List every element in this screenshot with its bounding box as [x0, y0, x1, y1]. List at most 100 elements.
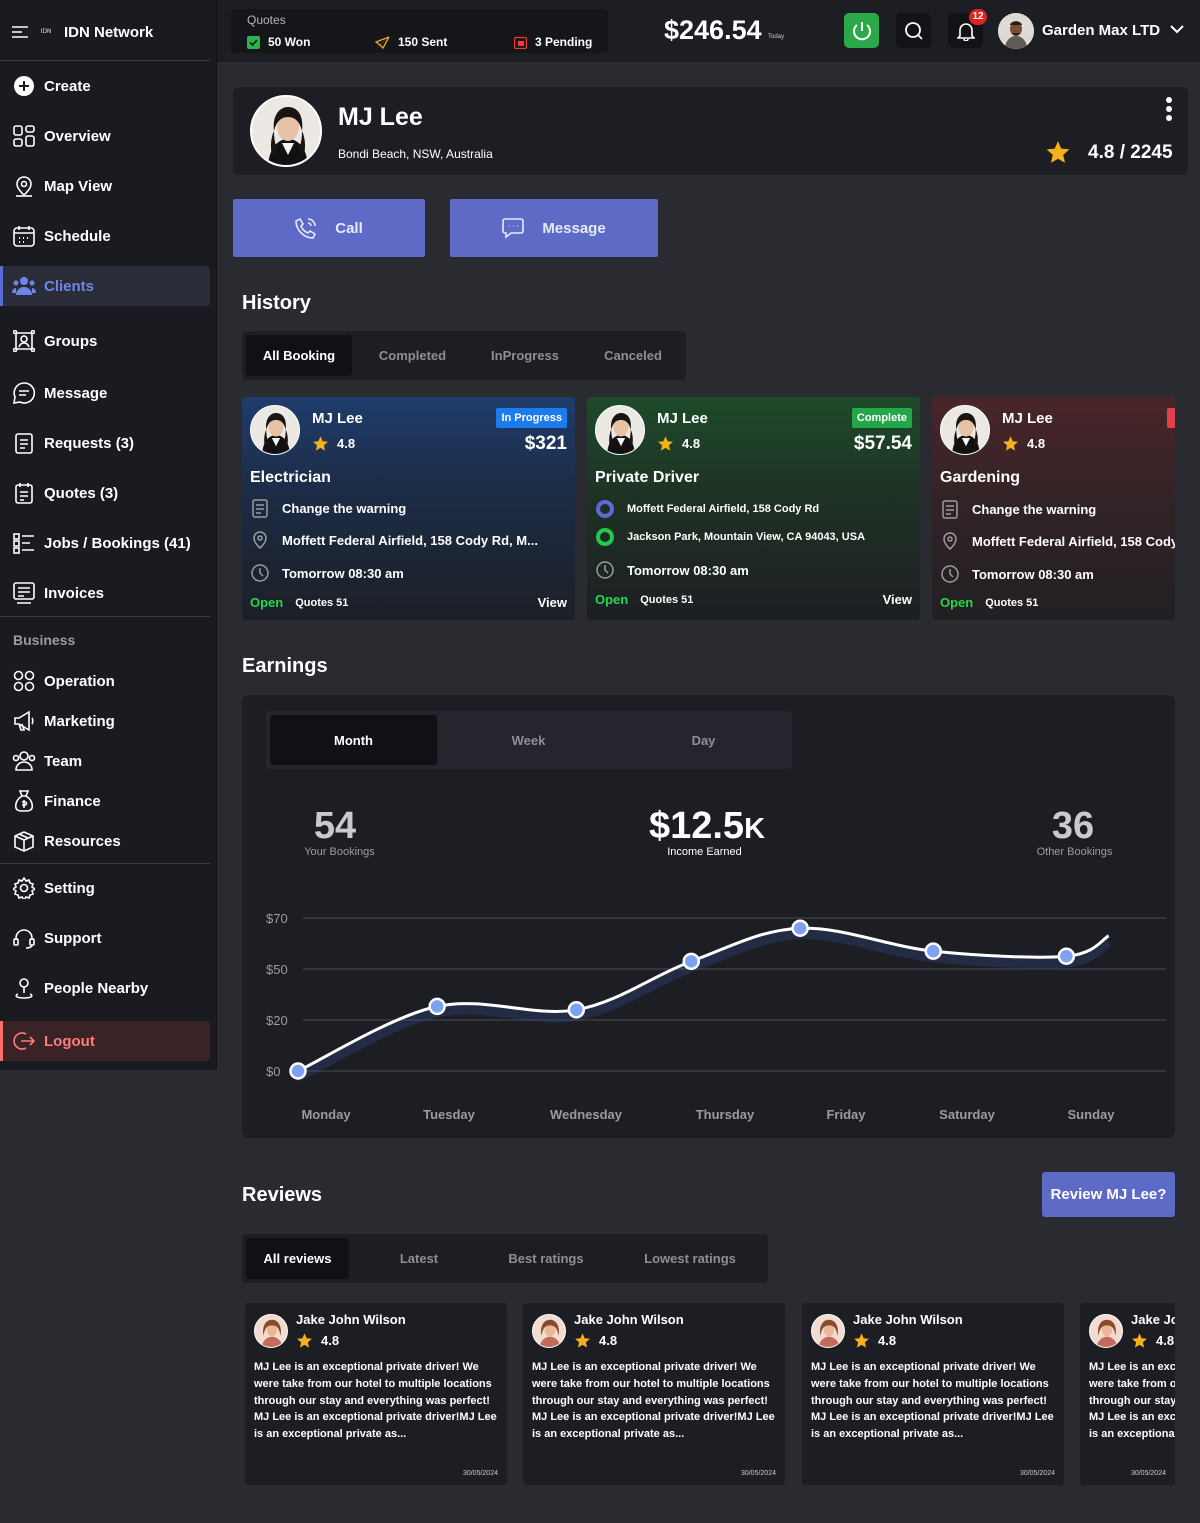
- x-tick-label: Thursday: [696, 1107, 755, 1122]
- booking-card[interactable]: MJ Lee 4.8 Complete $57.54 Private Drive…: [587, 397, 920, 620]
- sidebar-item-quotes[interactable]: Quotes (3): [0, 473, 210, 513]
- call-button[interactable]: Call: [233, 199, 425, 257]
- y-tick-label: $20: [266, 1013, 288, 1028]
- plus-circle-icon: [12, 74, 36, 98]
- rating-value: 4.8: [337, 436, 356, 451]
- map-pin-icon: [250, 530, 270, 550]
- message-label: Message: [542, 219, 606, 237]
- data-point: [791, 919, 809, 937]
- user-avatar[interactable]: [998, 13, 1034, 49]
- sidebar-item-create[interactable]: Create: [0, 66, 210, 106]
- list-icon: [12, 531, 36, 555]
- client-name: MJ Lee: [312, 410, 363, 427]
- review-card[interactable]: Jake John Wilson 4.8 MJ Lee is an except…: [1080, 1303, 1175, 1485]
- review-card[interactable]: Jake John Wilson 4.8 MJ Lee is an except…: [802, 1303, 1064, 1485]
- review-rating: 4.8: [296, 1332, 339, 1349]
- open-status: Open: [250, 595, 284, 610]
- sidebar-item-label: Schedule: [44, 227, 111, 245]
- client-avatar: [250, 405, 300, 455]
- rating-value: 4.8: [878, 1333, 897, 1348]
- x-tick-label: Sunday: [1068, 1107, 1116, 1122]
- invoice-icon: [12, 581, 36, 605]
- tab-canceled[interactable]: Canceled: [604, 348, 662, 363]
- sidebar-item-support[interactable]: Support: [0, 918, 210, 958]
- sidebar-item-groups[interactable]: Groups: [0, 321, 210, 361]
- tab-best-ratings[interactable]: Best ratings: [508, 1251, 584, 1266]
- tab-inprogress[interactable]: InProgress: [491, 348, 559, 363]
- service-name: Private Driver: [595, 469, 700, 486]
- power-button[interactable]: [844, 13, 879, 48]
- reviewer-avatar: [254, 1314, 288, 1348]
- y-tick-label: $50: [266, 962, 288, 977]
- rating-value: 4.8: [1027, 436, 1046, 451]
- review-card[interactable]: Jake John Wilson 4.8 MJ Lee is an except…: [523, 1303, 785, 1485]
- tab-month[interactable]: Month: [270, 715, 437, 765]
- sidebar-item-overview[interactable]: Overview: [0, 116, 210, 156]
- view-link[interactable]: View: [882, 592, 912, 607]
- sidebar-item-schedule[interactable]: Schedule: [0, 216, 210, 256]
- more-vertical-icon[interactable]: [1165, 96, 1173, 122]
- rating-value: 4.8: [599, 1333, 618, 1348]
- sidebar-item-map-view[interactable]: Map View: [0, 166, 210, 206]
- profile-rating: 4.8 / 2245: [1088, 142, 1173, 163]
- chevron-down-icon[interactable]: [1170, 24, 1184, 34]
- sidebar-item-invoices[interactable]: Invoices: [0, 573, 210, 613]
- gear-icon: [12, 876, 36, 900]
- history-tabs: All Booking Completed InProgress Cancele…: [242, 331, 686, 380]
- tab-week[interactable]: Week: [511, 732, 546, 748]
- today-label: Today: [768, 34, 785, 40]
- sidebar-item-jobs[interactable]: Jobs / Bookings (41): [0, 523, 210, 563]
- sidebar-item-clients[interactable]: Clients: [0, 266, 210, 306]
- sidebar-item-team[interactable]: Team: [0, 741, 210, 781]
- user-name[interactable]: Garden Max LTD: [1042, 22, 1161, 39]
- search-button[interactable]: [896, 13, 931, 48]
- status-badge: [1167, 408, 1175, 428]
- tab-lowest-ratings[interactable]: Lowest ratings: [644, 1251, 736, 1266]
- quotes-count: Quotes 51: [295, 596, 349, 609]
- open-status: Open: [940, 595, 974, 610]
- other-bookings-count: 36: [1051, 805, 1095, 847]
- sidebar-item-label: Invoices: [44, 584, 105, 602]
- map-pin-icon: [940, 531, 960, 551]
- menu-icon[interactable]: [12, 26, 28, 38]
- star-icon: [853, 1332, 870, 1349]
- sidebar-item-label: Resources: [44, 832, 121, 850]
- series-line: [297, 926, 1110, 1073]
- review-card[interactable]: Jake John Wilson 4.8 MJ Lee is an except…: [245, 1303, 507, 1485]
- reviewer-name: Jake John Wilson: [853, 1312, 963, 1327]
- quotes-pending[interactable]: 3 Pending: [514, 35, 592, 49]
- check-square-icon: [247, 35, 260, 49]
- y-tick-label: $0: [266, 1064, 280, 1079]
- sidebar-item-requests[interactable]: Requests (3): [0, 423, 210, 463]
- review-text: MJ Lee is an exceptional private driver!…: [254, 1361, 497, 1441]
- review-button[interactable]: Review MJ Lee?: [1042, 1172, 1175, 1217]
- reviewer-name: Jake John Wilson: [296, 1312, 406, 1327]
- divider: [0, 60, 210, 61]
- tab-all-reviews[interactable]: All reviews: [246, 1238, 349, 1279]
- tab-all-booking[interactable]: All Booking: [246, 335, 352, 376]
- quotes-won[interactable]: 50 Won: [247, 35, 310, 49]
- booking-detail: Moffett Federal Airfield, 158 Cody Rd: [940, 531, 1175, 551]
- sidebar-item-setting[interactable]: Setting: [0, 868, 210, 908]
- booking-card[interactable]: MJ Lee 4.8 In Progress $321 Electrician …: [242, 397, 575, 620]
- quotes-sent[interactable]: 150 Sent: [375, 35, 447, 49]
- sidebar-item-marketing[interactable]: Marketing: [0, 701, 210, 741]
- tab-latest[interactable]: Latest: [399, 1251, 439, 1266]
- sidebar-item-label: Quotes (3): [44, 484, 119, 502]
- view-link[interactable]: View: [537, 595, 567, 610]
- reviews-title: Reviews: [242, 1184, 323, 1206]
- clipboard-icon: [12, 431, 36, 455]
- booking-detail: Tomorrow 08:30 am: [250, 563, 404, 583]
- sidebar-item-people-nearby[interactable]: People Nearby: [0, 968, 210, 1008]
- logout-button[interactable]: Logout: [0, 1021, 210, 1061]
- tab-day[interactable]: Day: [691, 732, 716, 748]
- tab-completed[interactable]: Completed: [378, 348, 447, 363]
- sidebar-item-operation[interactable]: Operation: [0, 661, 210, 701]
- x-tick-label: Friday: [826, 1107, 866, 1122]
- message-button[interactable]: Message: [450, 199, 658, 257]
- sidebar-item-message[interactable]: Message: [0, 373, 210, 413]
- sidebar-item-finance[interactable]: Finance: [0, 781, 210, 821]
- booking-card[interactable]: MJ Lee 4.8 Gardening Change the warning …: [932, 397, 1175, 620]
- logout-icon: [12, 1029, 36, 1053]
- sidebar-item-resources[interactable]: Resources: [0, 821, 210, 861]
